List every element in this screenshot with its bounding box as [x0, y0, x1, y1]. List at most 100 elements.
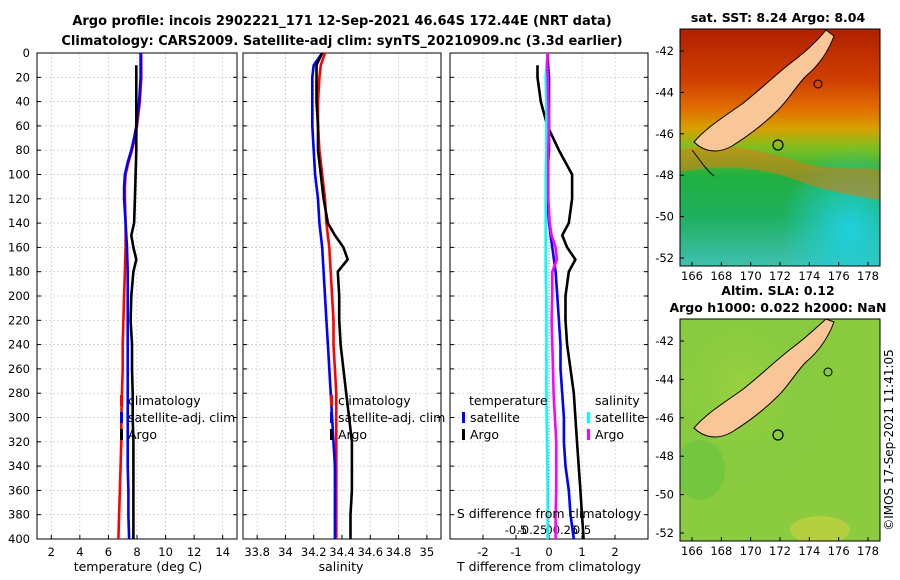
legend-swatch-satellite [120, 412, 123, 423]
series-line-satellite-adj-clim [310, 52, 337, 539]
depth-tick-label: 380 [8, 508, 30, 522]
legend-swatch-climatology [120, 395, 123, 406]
lon-tick-label: 174 [798, 269, 820, 283]
series-line-satellite-adj-clim [122, 53, 142, 540]
depth-tick-label: 260 [8, 362, 30, 376]
x-tick-label: 34.6 [357, 545, 383, 559]
figure-title-line2: Climatology: CARS2009. Satellite-adj cli… [61, 34, 622, 49]
sla-map-ticks: -42 -44 -46 -48 -50 -52 166 168 170 172 174 176 178 [655, 334, 879, 558]
sla-map [680, 319, 880, 541]
lat-tick-label: -42 [655, 334, 674, 348]
depth-tick-label: 220 [8, 313, 30, 327]
series-line-argo [129, 65, 138, 539]
depth-tick-label: 200 [8, 289, 30, 303]
legend-label-t-argo: Argo [470, 427, 499, 442]
lon-tick-label: 176 [828, 269, 850, 283]
series-line-t-argo [536, 65, 585, 540]
sst-map-ticks: -42 -44 -46 -48 -50 -52 166 168 170 172 174 176 178 [655, 44, 879, 283]
lon-tick-label: 178 [857, 544, 879, 558]
lat-tick-label: -50 [655, 488, 674, 502]
x-tick-label: -2 [477, 545, 488, 559]
x-tick-label: 34.4 [329, 545, 355, 559]
x-tick-label: 4 [76, 545, 83, 559]
lat-tick-label: -44 [655, 372, 674, 386]
legend-label-argo: Argo [338, 427, 367, 442]
lon-tick-label: 178 [857, 269, 879, 283]
legend-swatch-argo [330, 429, 333, 440]
sla-map-title2: Argo h1000: 0.022 h2000: NaN [669, 300, 886, 315]
x-tick-label: 8 [133, 545, 140, 559]
legend-label-s-argo: Argo [595, 427, 624, 442]
lat-tick-label: -48 [655, 168, 674, 182]
x-tick-label: 2 [611, 545, 618, 559]
island-contour [813, 79, 823, 89]
x-tick-label: 6 [105, 545, 112, 559]
new-zealand-landmass [693, 29, 835, 152]
depth-tick-label: 0 [23, 46, 30, 60]
x-tick-label: 1 [578, 545, 585, 559]
lat-tick-label: -52 [655, 251, 674, 265]
depth-tick-label: 100 [8, 168, 30, 182]
legend-swatch-climatology [330, 395, 333, 406]
argo-position-marker [772, 139, 784, 151]
lat-tick-label: -46 [655, 411, 674, 425]
x-tick-label: 34.8 [386, 545, 412, 559]
legend-swatch-s-argo [587, 429, 590, 440]
imos-watermark: ©IMOS 17-Sep-2021 11:41:05 [882, 349, 896, 531]
temperature-legend: climatology satellite-adj. clim Argo [120, 393, 235, 442]
depth-tick-label: 20 [15, 70, 30, 84]
depth-tick-label: 280 [8, 386, 30, 400]
x-tick-label: 2 [48, 545, 55, 559]
temperature-xlabel: temperature (deg C) [74, 559, 203, 574]
x-tick-label: 12 [187, 545, 202, 559]
difference-legend: temperature satellite Argo salinity sate… [462, 393, 645, 442]
difference-panel: -2 -1 0 1 2-0.5-0.250 0.250.5 [449, 52, 649, 559]
depth-tick-label: 60 [15, 119, 30, 133]
lon-tick-label: 170 [740, 269, 762, 283]
lon-tick-label: 168 [710, 269, 732, 283]
legend-label-satellite: satellite-adj. clim [338, 410, 445, 425]
sla-anomaly-patch [680, 440, 725, 500]
s-difference-xlabel: S difference from climatology [457, 506, 642, 521]
lon-tick-label: 166 [681, 544, 703, 558]
s-tick-label: -0.25 [518, 523, 548, 537]
legend-label-climatology: climatology [128, 393, 201, 408]
lon-tick-label: 168 [710, 544, 732, 558]
island-contour [823, 367, 833, 377]
depth-tick-label: 180 [8, 265, 30, 279]
sla-anomaly-patch [790, 516, 850, 541]
s-tick-label: -0.5 [505, 523, 527, 537]
shelf-contour [691, 149, 715, 177]
series-line-s-argo [545, 52, 559, 539]
lon-tick-label: 172 [769, 544, 791, 558]
depth-tick-label: 320 [8, 435, 30, 449]
depth-tick-label: 120 [8, 192, 30, 206]
series-line-argo [315, 52, 354, 539]
legend-swatch-t-argo [462, 429, 465, 440]
depth-tick-label: 340 [8, 459, 30, 473]
depth-tick-label: 360 [8, 483, 30, 497]
series-line-s-satellite [544, 52, 550, 539]
salinity-legend: climatology satellite-adj. clim Argo [330, 393, 445, 442]
salinity-xlabel: salinity [319, 559, 364, 574]
lat-tick-label: -52 [655, 526, 674, 540]
depth-tick-label: 80 [15, 143, 30, 157]
x-tick-label: 35 [420, 545, 435, 559]
legend-label-t-satellite: satellite [470, 410, 520, 425]
x-tick-label: 14 [215, 545, 230, 559]
x-tick-label: 34 [278, 545, 293, 559]
lat-tick-label: -42 [655, 44, 674, 58]
depth-tick-label: 400 [8, 532, 30, 546]
legend-title-temperature: temperature [469, 393, 548, 408]
depth-tick-label: 240 [8, 338, 30, 352]
legend-title-salinity: salinity [595, 393, 640, 408]
depth-tick-label: 140 [8, 216, 30, 230]
legend-swatch-argo [120, 429, 123, 440]
lat-tick-label: -50 [655, 210, 674, 224]
lat-tick-label: -48 [655, 449, 674, 463]
lon-tick-label: 176 [828, 544, 850, 558]
depth-tick-label: 300 [8, 411, 30, 425]
sst-map-title: sat. SST: 8.24 Argo: 8.04 [691, 10, 866, 25]
grid [243, 52, 441, 540]
legend-label-argo: Argo [128, 427, 157, 442]
